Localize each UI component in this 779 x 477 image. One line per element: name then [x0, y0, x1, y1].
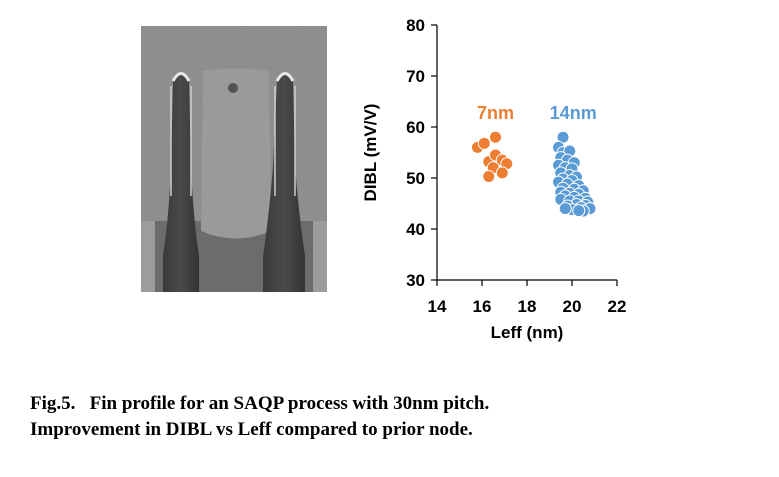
x-tick-label: 14 — [428, 297, 447, 316]
fin-profile-tem-image — [141, 26, 327, 292]
y-tick-label: 50 — [406, 169, 425, 188]
y-tick-label: 60 — [406, 118, 425, 137]
y-tick-label: 40 — [406, 220, 425, 239]
x-axis-label: Leff (nm) — [491, 323, 564, 342]
chart-axes: 30 40 50 60 70 80 14 16 18 20 22 — [406, 16, 626, 316]
7nm-data-point — [477, 136, 491, 150]
7nm-data-point — [489, 130, 502, 144]
x-tick-label: 22 — [608, 297, 627, 316]
caption-line-2: Improvement in DIBL vs Leff compared to … — [30, 419, 473, 440]
7nm-data-point — [482, 169, 496, 183]
chart-marks: 7nm 14nm — [471, 103, 597, 218]
y-axis-label: DIBL (mV/V) — [361, 104, 380, 202]
series-label: 7nm — [477, 103, 514, 123]
caption-line-1: Fig.5. Fin profile for an SAQP process w… — [30, 393, 490, 414]
figure-caption: Fig.5. Fin profile for an SAQP process w… — [30, 391, 750, 443]
y-tick-label: 80 — [406, 16, 425, 35]
x-tick-label: 20 — [563, 297, 582, 316]
14nm-data-point — [558, 202, 572, 216]
y-tick-label: 30 — [406, 271, 425, 290]
x-tick-label: 18 — [518, 297, 537, 316]
x-tick-label: 16 — [473, 297, 492, 316]
y-tick-label: 70 — [406, 67, 425, 86]
dibl-vs-leff-chart: 30 40 50 60 70 80 14 16 18 20 22 7nm 14nm DIBL (mV/… — [361, 16, 626, 342]
7nm-data-point — [495, 166, 509, 180]
series-label: 14nm — [550, 103, 597, 123]
14nm-data-point — [572, 204, 586, 218]
